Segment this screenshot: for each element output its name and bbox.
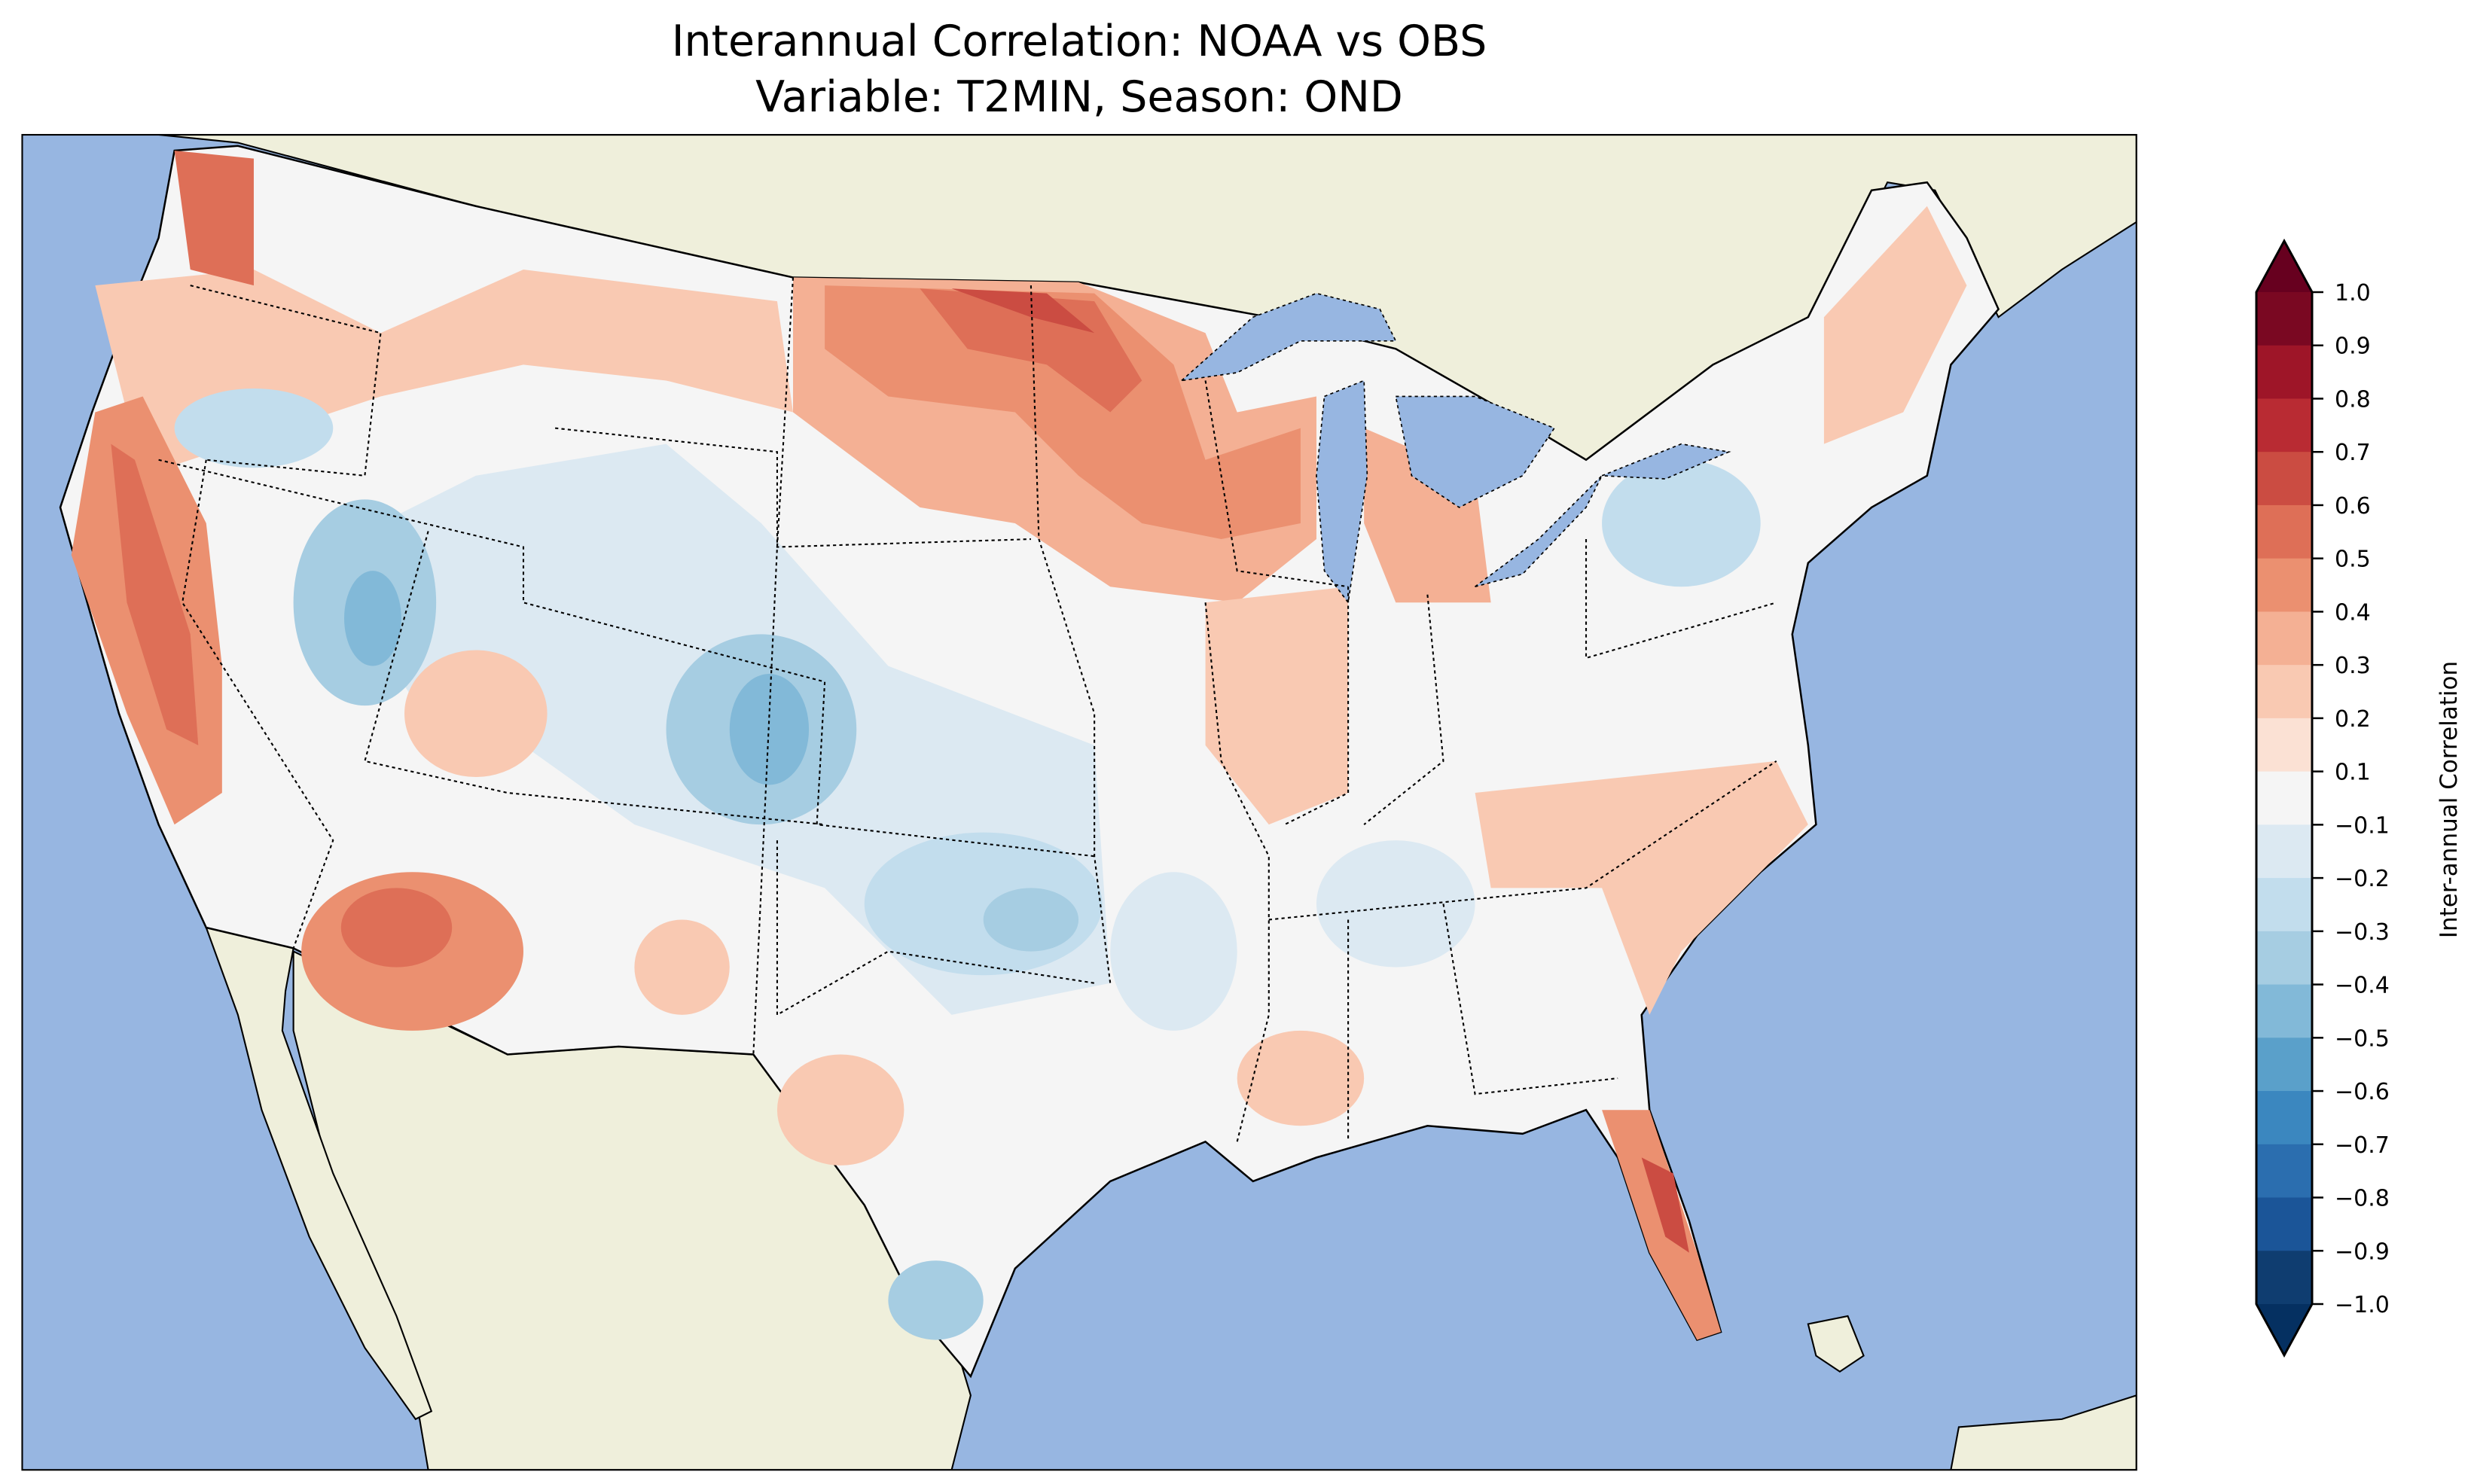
colorbar-bin [2256, 1038, 2312, 1092]
colorbar-tick-label: 0.4 [2335, 599, 2371, 626]
colorbar: 1.0 0.9 0.8 0.7 0.6 0.5 0.4 0.3 0.2 0.1 −0.1 −0.2 −0… [2255, 238, 2390, 1358]
colorbar-tick-label: −0.2 [2335, 866, 2390, 892]
colorbar-tick-label: 0.8 [2335, 386, 2371, 413]
colorbar-label: Inter-annual Correlation [2436, 661, 2463, 938]
correlation-contours [71, 151, 1967, 1340]
title-line-1: Interannual Correlation: NOAA vs OBS [671, 17, 1487, 66]
colorbar-tick-label: 0.9 [2335, 334, 2371, 360]
lake-michigan [1316, 379, 1368, 605]
colorbar-bin [2256, 984, 2312, 1038]
colorbar-bin [2256, 1144, 2312, 1199]
map-axes [21, 133, 2137, 1471]
colorbar-tick-label: 0.3 [2335, 653, 2371, 679]
colorbar-bin [2256, 824, 2312, 879]
colorbar-tick-label: −0.9 [2335, 1239, 2390, 1265]
colorbar-bin [2256, 665, 2312, 719]
colorbar-tick-label: −0.4 [2335, 973, 2390, 999]
caribbean-land [1950, 1394, 2137, 1470]
colorbar-tick-label: −1.0 [2335, 1292, 2390, 1318]
colorbar-bin [2256, 558, 2312, 612]
colorbar-tick-label: 0.7 [2335, 440, 2371, 466]
colorbar-tick-label: −0.7 [2335, 1132, 2390, 1159]
colorbar-tick-label: 0.6 [2335, 493, 2371, 520]
colorbar-bin [2256, 931, 2312, 986]
colorbar-bin [2256, 1197, 2312, 1251]
baja-peninsula [205, 926, 433, 1421]
lake-erie [1475, 475, 1603, 588]
colorbar-bin [2256, 611, 2312, 666]
map-frame [21, 133, 2137, 1471]
lake-ontario [1601, 443, 1731, 480]
colorbar-bin [2256, 292, 2312, 346]
colorbar-tick-label: −0.8 [2335, 1186, 2390, 1212]
great-lakes [1179, 292, 1731, 605]
colorbar-bin [2256, 878, 2312, 932]
colorbar-bin [2256, 771, 2312, 825]
colorbar-tick-label: −0.5 [2335, 1025, 2390, 1052]
colorbar-bin [2256, 718, 2312, 772]
colorbar-tick-label: 0.2 [2335, 706, 2371, 733]
cuba-land [1807, 1315, 1865, 1373]
colorbar-tick-label: 0.1 [2335, 760, 2371, 786]
colorbar-tick-label: −0.3 [2335, 919, 2390, 946]
colorbar-bin [2256, 398, 2312, 453]
colorbar-bin [2256, 504, 2312, 559]
title-line-2: Variable: T2MIN, Season: OND [755, 72, 1403, 122]
colorbar-extend-min [2256, 1304, 2312, 1355]
colorbar-bin [2256, 345, 2312, 399]
colorbar-extend-max [2256, 241, 2312, 292]
colorbar-bin [2256, 1251, 2312, 1304]
colorbar-tick-label: −0.6 [2335, 1079, 2390, 1105]
colorbar-tick-label: 0.5 [2335, 547, 2371, 573]
colorbar-bin [2256, 452, 2312, 506]
chart-title: Interannual Correlation: NOAA vs OBS Var… [0, 14, 2158, 125]
lake-superior [1179, 292, 1397, 382]
colorbar-tick-label: −0.1 [2335, 812, 2390, 839]
colorbar-tick-label: 1.0 [2335, 280, 2371, 306]
state-borders [158, 277, 1777, 1142]
colorbar-bin [2256, 1091, 2312, 1145]
lake-huron [1395, 395, 1556, 508]
